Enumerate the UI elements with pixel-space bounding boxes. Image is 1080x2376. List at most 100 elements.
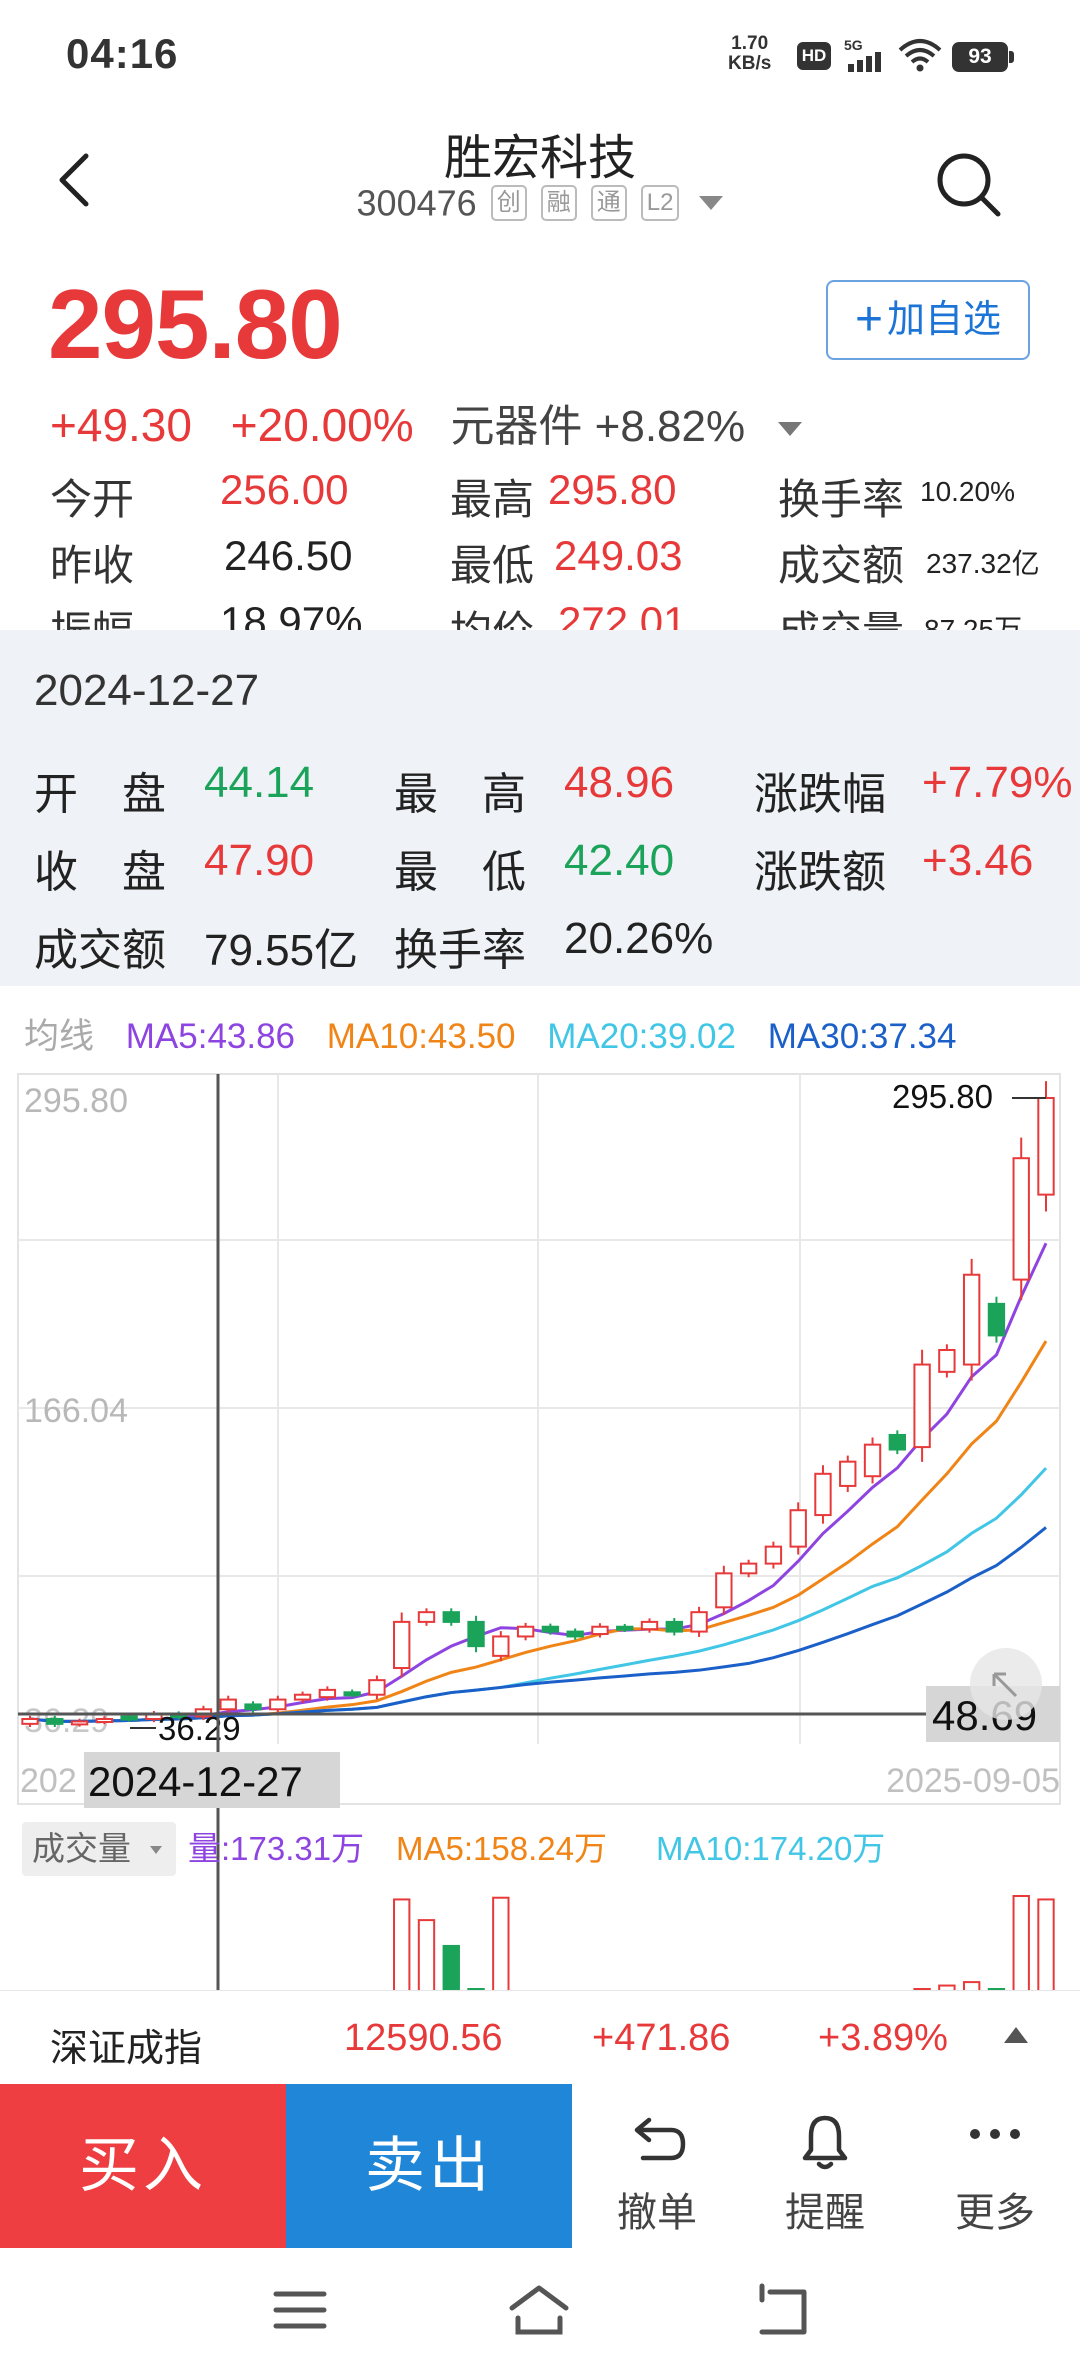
candlestick-chart[interactable]: 295.80 166.04 36.29 295.80 36.29 48.69 2… (0, 1060, 1080, 2000)
stock-code-line[interactable]: 300476 创 融 通 L2 (0, 180, 1080, 224)
sector-chevron-down-icon[interactable] (777, 421, 802, 436)
trade-bar: 买入 卖出 撤单 提醒 更多 (0, 2084, 1080, 2248)
network-speed: 1.70 KB/s (728, 34, 771, 74)
speed-unit: KB/s (728, 53, 772, 74)
stock-name: 胜宏科技 (443, 132, 636, 185)
ma30-value: MA30:37.34 (767, 1017, 957, 1056)
bell-icon (802, 2115, 848, 2170)
detail-row-2: 收 盘 47.90 最 低 42.40 涨跌额 +3.46 (34, 836, 1080, 897)
candle-up (219, 1698, 237, 1711)
volume-ma5: MA5:158.24万 (396, 1830, 607, 1867)
more-dots-icon (970, 2129, 1020, 2139)
candle-up (938, 1348, 956, 1373)
candle-up (368, 1679, 386, 1696)
ma20-value: MA20:39.02 (547, 1017, 736, 1056)
candle-down (120, 1715, 138, 1721)
sell-button[interactable]: 卖出 (286, 2084, 572, 2248)
sector-change[interactable]: 元器件 +8.82% (450, 402, 746, 451)
tag-l2: L2 (640, 185, 680, 222)
crosshair-date-box (84, 1752, 340, 1808)
more-label: 更多 (955, 2191, 1035, 2235)
header: 胜宏科技 300476 创 融 通 L2 (0, 110, 1080, 240)
volume-dropdown-icon (150, 1846, 162, 1854)
alert-button[interactable]: 提醒 (740, 2084, 910, 2248)
candle-up (95, 1717, 114, 1723)
alert-label: 提醒 (785, 2191, 865, 2235)
home-icon[interactable] (506, 2282, 572, 2338)
detail-turnover-value: 79.55亿 (204, 926, 359, 975)
hd-icon: HD (797, 42, 831, 70)
index-value: 12590.56 (344, 2017, 503, 2059)
candle-down (541, 1625, 560, 1633)
expand-arrow-icon (992, 1672, 1018, 1698)
y-label-mid: 166.04 (24, 1392, 128, 1430)
value-high: 295.80 (548, 466, 677, 513)
ma-legend[interactable]: 均线 MA5:43.86 MA10:43.50 MA20:39.02 MA30:… (24, 1008, 978, 1059)
candle-up (318, 1688, 337, 1699)
volume-bars (393, 1895, 1055, 2000)
battery-icon: 93 (952, 42, 1014, 72)
add-watchlist-button[interactable]: + 加自选 (826, 280, 1030, 360)
expand-up-icon[interactable] (1004, 2027, 1028, 2043)
status-time: 04:16 (66, 30, 179, 77)
quote-row-2: 昨收 246.50 最低 249.03 成交额 237.32亿 (50, 532, 1050, 594)
value-prev-close: 246.50 (224, 532, 353, 579)
status-bar: 04:16 1.70 KB/s HD 5G 93 (0, 0, 1080, 110)
detail-row-1: 开 盘 44.14 最 高 48.96 涨跌幅 +7.79% (34, 758, 1080, 819)
candle-down (616, 1625, 634, 1631)
candle-up (913, 1363, 931, 1449)
candle-up (516, 1625, 535, 1638)
detail-amt-label: 涨跌额 (754, 848, 886, 897)
volume-selector[interactable] (22, 1822, 176, 1876)
label-amplitude: 振幅 (50, 598, 134, 630)
index-ticker[interactable]: 深证成指 12590.56 +471.86 +3.89% (0, 1990, 1080, 2084)
candle-up (789, 1509, 807, 1548)
plus-icon: + (854, 293, 883, 346)
candle-down (665, 1620, 683, 1633)
candle-up (690, 1611, 708, 1633)
more-button[interactable]: 更多 (910, 2084, 1080, 2248)
cancel-order-button[interactable]: 撤单 (572, 2084, 742, 2248)
tag-tong: 通 (590, 185, 627, 222)
detail-pct-value: +7.79% (922, 758, 1073, 807)
ma30-line (29, 1526, 1047, 1723)
system-nav-bar (0, 2248, 1080, 2376)
quote-row-1: 今开 256.00 最高 295.80 换手率 10.20% (50, 466, 1050, 528)
crosshair-date: 2024-12-27 (88, 1758, 303, 1805)
detail-low-value: 42.40 (564, 836, 675, 885)
candle-up (839, 1460, 857, 1487)
label-amount: 成交额 (778, 542, 905, 589)
search-icon[interactable] (932, 148, 1004, 220)
index-pct: +3.89% (818, 2017, 948, 2059)
detail-pct-label: 涨跌幅 (754, 770, 886, 819)
volume-bar (1037, 1898, 1055, 2000)
candle-up (739, 1562, 758, 1575)
detail-high-value: 48.96 (564, 758, 675, 807)
detail-turnover-label: 成交额 (34, 926, 166, 975)
candle-up (1012, 1157, 1030, 1281)
back-arrow-icon[interactable] (50, 150, 100, 210)
signal-5g-icon: 5G (844, 37, 881, 72)
menu-icon[interactable] (272, 2282, 328, 2338)
ma5-value: MA5:43.86 (125, 1017, 296, 1056)
buy-button[interactable]: 买入 (0, 2084, 286, 2248)
candle-up (21, 1717, 39, 1725)
undo-icon (634, 2117, 686, 2161)
volume-bar (442, 1944, 460, 2000)
candle-down (343, 1691, 361, 1697)
volume-value: 量:173.31万 (188, 1830, 364, 1867)
price-change: +49.30 (50, 399, 192, 451)
x-label-end: 2025-09-05 (886, 1762, 1060, 1800)
x-label-start: 202 (20, 1762, 77, 1800)
volume-ma10: MA10:174.20万 (656, 1830, 885, 1867)
label-avg-price: 均价 (450, 598, 534, 630)
detail-low-label: 最 低 (394, 848, 526, 897)
price-change-pct: +20.00% (230, 399, 414, 451)
detail-close-value: 47.90 (204, 836, 315, 885)
chevron-down-icon[interactable] (699, 196, 724, 211)
candle-up (70, 1720, 89, 1726)
svg-text:5G: 5G (844, 37, 863, 53)
candle-down (244, 1703, 262, 1711)
volume-title: 成交量 (32, 1830, 131, 1867)
back-nav-icon[interactable] (752, 2282, 812, 2338)
